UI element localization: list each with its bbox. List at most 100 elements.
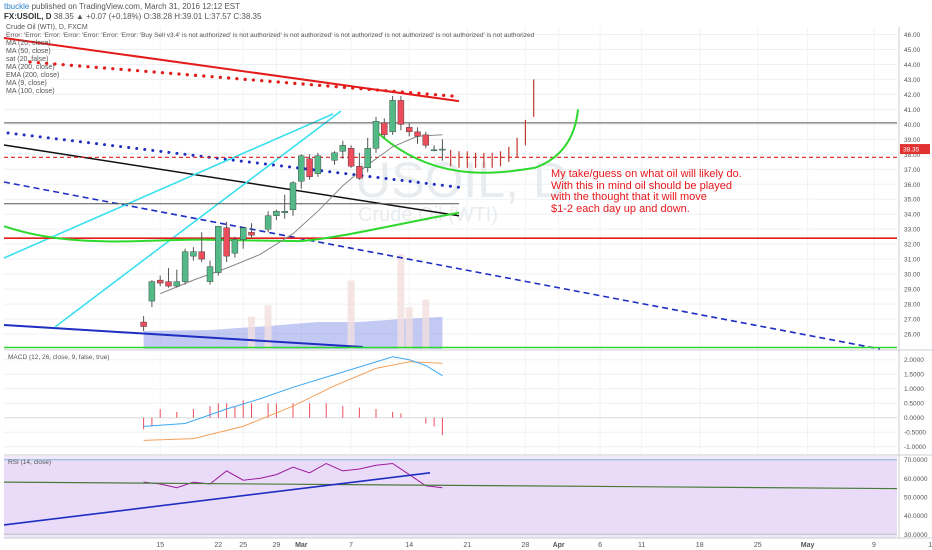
candle-body (239, 227, 247, 240)
x-tick-label: 11 (638, 542, 645, 549)
candle (173, 269, 181, 288)
navy-bottom-line (3, 324, 364, 348)
candle (165, 268, 172, 288)
candle-body (281, 211, 288, 213)
candle-body (148, 281, 156, 302)
rsi-tick-label: 70.0000 (904, 457, 928, 464)
annotation-note[interactable]: My take/guess on what oil will likely do… (551, 168, 742, 215)
navy-dotted-line (6, 131, 461, 189)
green-ema-curve (3, 211, 460, 243)
price-tick-label: 32.00 (904, 242, 921, 249)
x-tick-label: Apr (553, 542, 565, 549)
price-tick-label: 44.00 (904, 62, 921, 69)
candle (190, 247, 197, 261)
candle (314, 152, 322, 177)
candle (148, 280, 156, 308)
candle (264, 211, 272, 233)
publisher-name[interactable]: tbuckle (4, 2, 30, 11)
price-tick-label: 41.00 (904, 107, 921, 114)
candle (331, 151, 338, 165)
candle-body (273, 211, 280, 216)
candle-body (422, 134, 429, 146)
candle (289, 181, 297, 216)
x-tick-label: 28 (522, 542, 530, 549)
candle (239, 227, 247, 249)
rsi-tick-label: 30.0000 (904, 532, 928, 539)
chart-title: Crude Oil (WTI), D, FXCM (6, 24, 88, 31)
legend-ma-20[interactable]: MA (20, close) (6, 40, 51, 47)
macd-signal-line (143, 361, 443, 441)
candle-body (264, 215, 272, 230)
rsi-pane[interactable]: RSI (14, close) (3, 456, 898, 538)
macd-line (143, 356, 443, 427)
candle (356, 152, 363, 180)
candle (381, 118, 388, 138)
candle (339, 140, 346, 159)
x-tick-label: 14 (405, 542, 413, 549)
candle-body (430, 149, 438, 152)
candle (223, 221, 230, 263)
candle-body (414, 131, 421, 137)
x-tick-label: 16 (928, 542, 932, 549)
legend-sat[interactable]: sat (20, false) (6, 56, 49, 63)
legend-ma-200[interactable]: MA (200, close) (6, 64, 55, 71)
macd-tick-label: 0.0000 (904, 415, 924, 422)
price-tick-label: 35.00 (904, 197, 921, 204)
green-forecast-curve (374, 109, 579, 174)
candle-body (198, 251, 205, 260)
watermark-symbol: USOIL, D (355, 152, 569, 208)
navy-dashed-trendline (3, 181, 881, 350)
legend-ma-9[interactable]: MA (9, close) (6, 80, 47, 87)
candle (397, 95, 405, 131)
rsi-navy-trendline (3, 471, 431, 526)
price-tick-label: 36.00 (904, 182, 921, 189)
rsi-tick-label: 40.0000 (904, 513, 928, 520)
symbol-label[interactable]: FX:USOIL, D (4, 12, 52, 21)
price-tick-label: 28.00 (904, 302, 921, 309)
volume-bar (347, 280, 355, 349)
candle (364, 137, 371, 173)
axes-layer: 26.00 27.00 28.00 29.00 30.00 31.00 32.00 33.00… (4, 27, 932, 549)
price-badge-label: 38.35 (903, 147, 920, 154)
candle-body (397, 100, 405, 125)
cyan-channel-lower (3, 113, 334, 259)
x-tick-label: 6 (598, 542, 602, 549)
candle-body (347, 148, 355, 167)
candle-body (156, 279, 164, 284)
candle-body (165, 281, 172, 287)
macd-tick-label: 1.0000 (904, 386, 924, 393)
candle (298, 154, 305, 189)
macd-tick-label: -1.0000 (904, 444, 926, 451)
candle-body (389, 100, 396, 133)
watermark-name: Crude Oil (WTI) (358, 204, 498, 226)
x-tick-label: 15 (156, 542, 164, 549)
price-tick-label: 30.00 (904, 272, 921, 279)
candle-body (289, 182, 297, 210)
candle-body (248, 231, 255, 236)
candle-body (372, 121, 380, 149)
macd-pane[interactable]: MACD (12, 26, close, 9, false, true) (4, 354, 897, 448)
candle (347, 145, 355, 168)
legend-ma-100[interactable]: MA (100, close) (6, 88, 55, 95)
price-tick-label: 26.00 (904, 332, 921, 339)
rsi-tick-label: 60.0000 (904, 476, 928, 483)
candle-body (314, 155, 322, 174)
ohlc-readout: 38.35 ▲ +0.07 (+0.18%) O:38.28 H:39.01 L… (53, 12, 262, 21)
legend-ema-200[interactable]: EMA (200, close) (6, 72, 60, 79)
candle-body (339, 145, 346, 152)
price-badge (900, 144, 930, 155)
price-tick-label: 29.00 (904, 287, 921, 294)
macd-title: MACD (12, 26, close, 9, false, true) (8, 354, 110, 361)
candle (281, 194, 288, 219)
price-tick-label: 27.00 (904, 317, 921, 324)
candle (414, 127, 421, 144)
candle (140, 316, 147, 332)
legend-ma-50[interactable]: MA (50, close) (6, 48, 51, 55)
macd-tick-label: -0.5000 (904, 430, 926, 437)
price-tick-label: 34.00 (904, 212, 921, 219)
candle (372, 116, 380, 153)
candle-body (181, 251, 189, 282)
candle (181, 248, 189, 285)
